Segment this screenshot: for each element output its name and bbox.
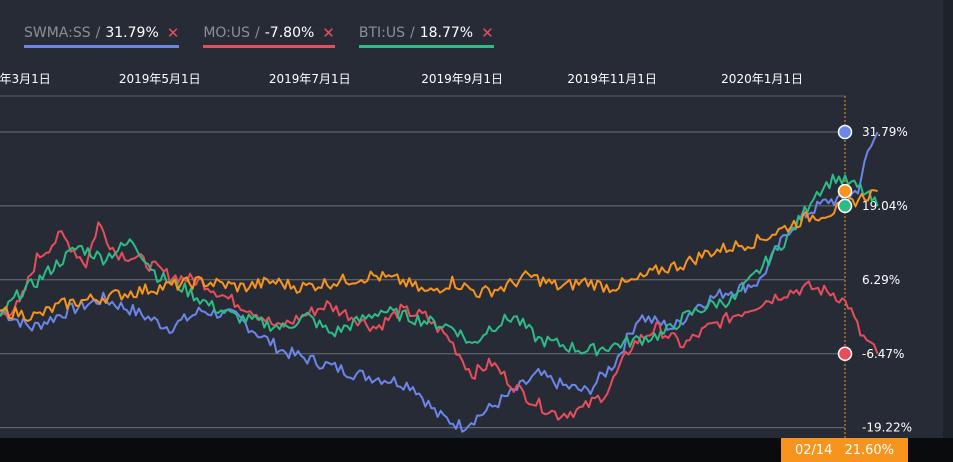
x-tick-label: 2019年7月1日: [269, 72, 351, 86]
series-end-marker: [837, 198, 853, 214]
crosshair-readout: 02/14 21.60%: [781, 438, 908, 462]
legend-separator: /: [95, 25, 101, 41]
y-tick-label: -19.22%: [862, 421, 912, 435]
series-end-marker: [837, 183, 853, 199]
x-tick-label: 2019年11月1日: [567, 72, 656, 86]
remove-series-icon[interactable]: ✕: [166, 24, 180, 42]
legend-symbol: SWMA:SS: [24, 25, 91, 41]
series-end-marker: [837, 124, 853, 140]
x-tick-label: 2019年3月1日: [0, 72, 51, 86]
legend-color-bar: [24, 45, 180, 48]
crosshair-date: 02/14: [794, 442, 833, 458]
scrollbar-track[interactable]: [943, 0, 953, 438]
legend-value: -7.80%: [264, 25, 315, 41]
series-line: [0, 221, 879, 421]
legend-color-bar: [203, 45, 335, 48]
y-tick-label: 31.79%: [862, 125, 908, 139]
series-line: [0, 189, 878, 322]
legend-item-bti[interactable]: BTI:US / 18.77% ✕: [358, 24, 494, 48]
legend-separator: /: [410, 25, 415, 41]
chart-legend: SWMA:SS / 31.79% ✕ MO:US / -7.80% ✕ BTI:…: [24, 24, 494, 48]
legend-item-mo[interactable]: MO:US / -7.80% ✕: [203, 24, 335, 48]
series-line: [0, 173, 879, 357]
y-tick-label: 19.04%: [862, 199, 908, 213]
legend-separator: /: [255, 25, 260, 41]
crosshair-value: 21.60%: [844, 442, 895, 458]
x-tick-label: 2020年1月1日: [721, 72, 803, 86]
x-tick-label: 2019年5月1日: [119, 72, 201, 86]
remove-series-icon[interactable]: ✕: [322, 24, 335, 42]
y-tick-label: -6.47%: [862, 347, 904, 361]
y-tick-label: 6.29%: [862, 273, 900, 287]
x-tick-label: 2019年9月1日: [421, 72, 503, 86]
legend-item-swma[interactable]: SWMA:SS / 31.79% ✕: [24, 24, 180, 48]
series-end-marker: [837, 346, 853, 362]
remove-series-icon[interactable]: ✕: [481, 24, 494, 42]
legend-value: 18.77%: [419, 25, 474, 41]
legend-value: 31.79%: [105, 25, 159, 41]
legend-symbol: BTI:US: [358, 25, 405, 41]
legend-symbol: MO:US: [203, 25, 251, 41]
legend-color-bar: [358, 45, 494, 48]
